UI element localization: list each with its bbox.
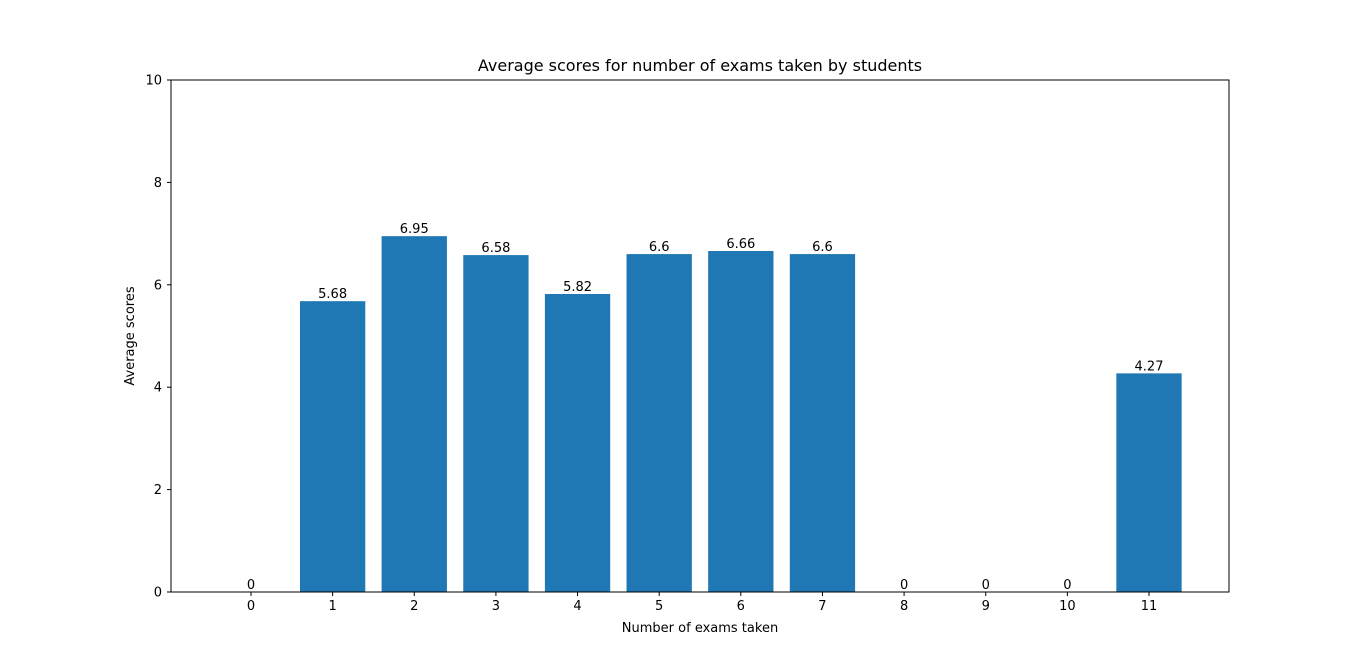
x-tick-label-4: 4 [573,599,581,614]
x-tick-label-2: 2 [410,599,418,614]
y-tick-label-2: 2 [154,483,162,498]
data-label-10: 0 [1063,578,1071,593]
x-tick-label-9: 9 [982,599,990,614]
y-tick-label-8: 8 [154,176,162,191]
y-axis-label: Average scores [123,286,138,385]
data-labels-group: 0 5.68 6.95 6.58 5.82 6.6 6.66 6.6 0 0 0 4.27 [247,222,1164,593]
data-label-2: 6.95 [400,222,429,237]
data-label-8: 0 [900,578,908,593]
x-tick-label-11: 11 [1141,599,1158,614]
bars-group [299,236,1182,592]
x-tick-label-7: 7 [818,599,826,614]
y-tick-label-0: 0 [154,586,162,601]
x-tick-label-5: 5 [655,599,663,614]
data-label-7: 6.6 [812,240,833,255]
bar-7 [789,254,856,592]
data-label-4: 5.82 [563,280,592,295]
bar-3 [463,255,529,592]
bar-5 [626,254,692,592]
bar-6 [708,251,774,592]
x-tick-label-3: 3 [492,599,500,614]
data-label-1: 5.68 [318,287,347,302]
y-tick-label-10: 10 [145,74,162,89]
data-label-9: 0 [982,578,990,593]
data-label-6: 6.66 [726,237,755,252]
x-tick-label-8: 8 [900,599,908,614]
x-tick-label-1: 1 [328,599,336,614]
y-tick-label-4: 4 [154,381,162,396]
data-label-11: 4.27 [1135,359,1164,374]
bar-11 [1116,373,1182,592]
data-label-5: 6.6 [649,240,670,255]
x-axis-label: Number of exams taken [622,621,778,636]
x-tick-label-0: 0 [247,599,255,614]
data-label-3: 6.58 [481,241,510,256]
y-axis-ticks: 0 2 4 6 8 10 [145,74,171,601]
bar-4 [544,294,611,592]
x-tick-label-6: 6 [737,599,745,614]
y-tick-label-6: 6 [154,278,162,293]
plot-frame [170,79,1230,593]
chart-title: Average scores for number of exams taken… [478,56,922,75]
data-label-0: 0 [247,578,255,593]
x-axis-ticks: 0 1 2 3 4 5 6 7 8 9 10 11 [247,592,1157,614]
bar-2 [381,236,447,592]
x-tick-label-10: 10 [1059,599,1076,614]
bar-1 [299,301,366,592]
